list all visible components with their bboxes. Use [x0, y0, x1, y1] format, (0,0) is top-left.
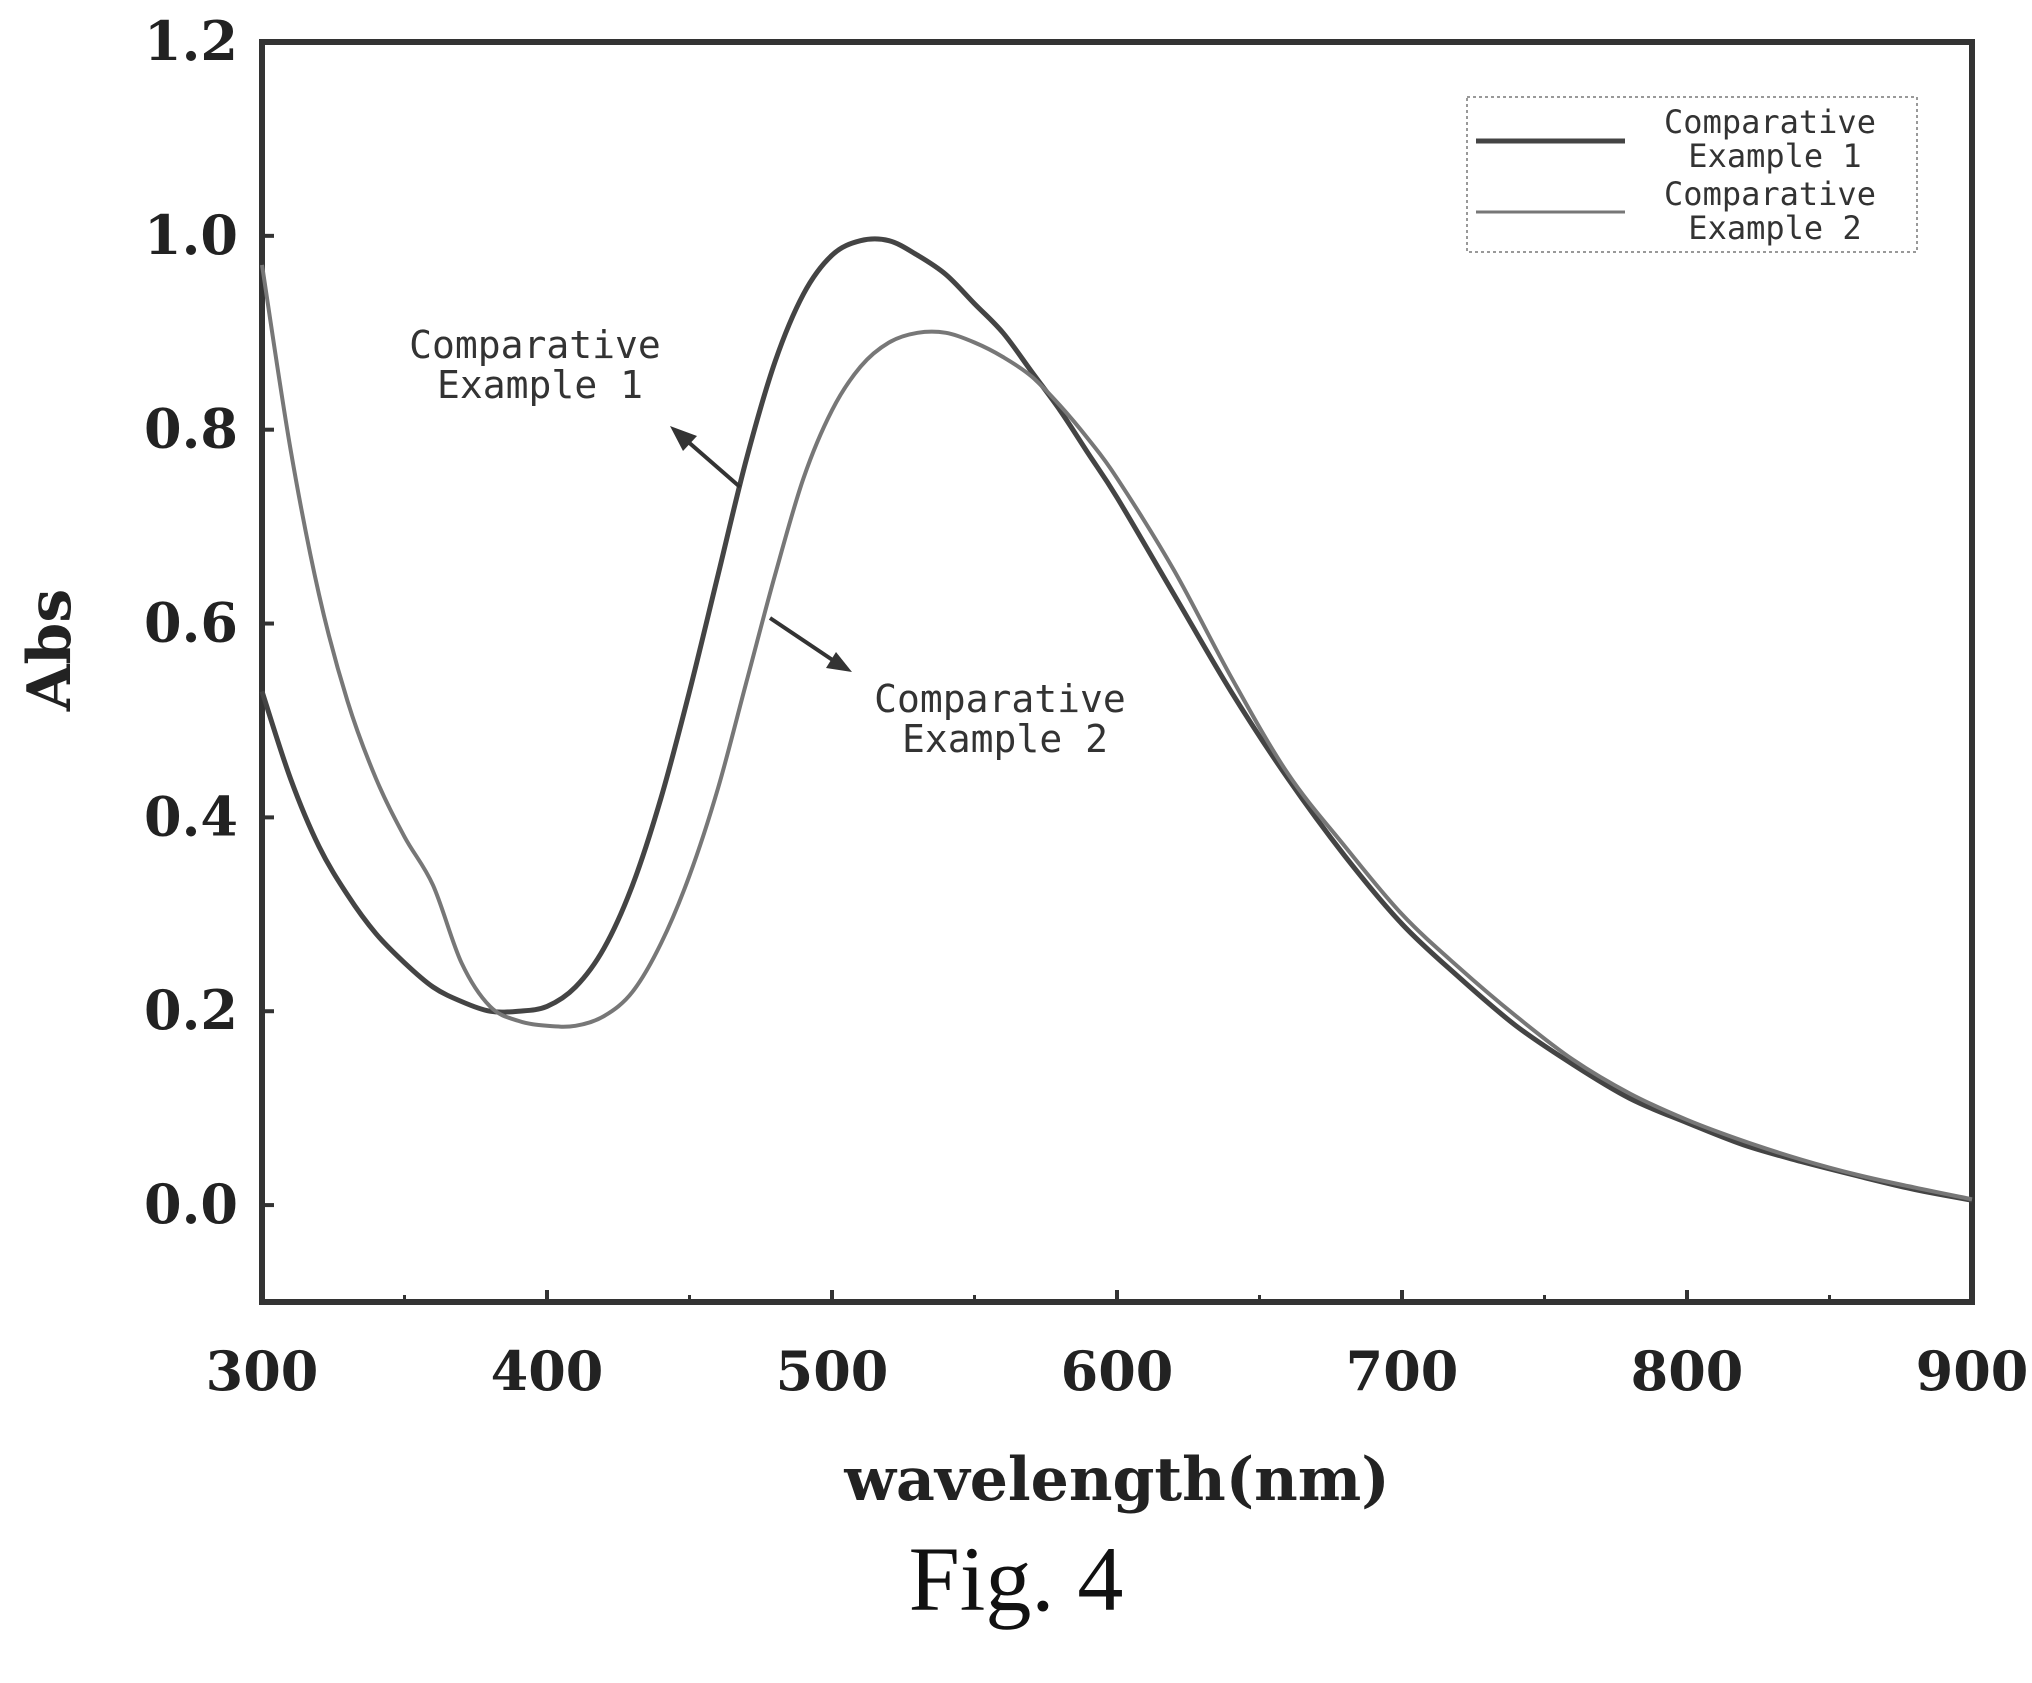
annotation-series-2-arrowhead	[826, 652, 852, 672]
annotation-series-1: Comparative Example 1	[409, 323, 742, 489]
figure-caption: Fig. 4	[909, 1528, 1124, 1630]
y-tick-label-4: 0.8	[144, 397, 238, 461]
y-tick-label-3: 0.6	[144, 591, 238, 655]
x-tick-label-6: 900	[1916, 1339, 2029, 1403]
y-axis-ticks: 0.0 0.2 0.4 0.6 0.8 1.0 1.2	[144, 9, 274, 1236]
y-tick-label-6: 1.2	[144, 9, 238, 73]
y-tick-label-2: 0.4	[144, 784, 238, 848]
legend-label-series-2-line1: Comparative	[1664, 175, 1876, 213]
y-tick-label-5: 1.0	[144, 203, 238, 267]
x-axis-ticks: 300 400 500 600 700 800 900	[206, 1290, 2029, 1403]
annotation-series-2-line1: Comparative	[874, 677, 1126, 721]
annotation-series-2-line2: Example 2	[902, 717, 1108, 761]
series-line-2	[260, 264, 1973, 1202]
x-tick-label-5: 800	[1631, 1339, 1744, 1403]
x-tick-label-4: 700	[1346, 1339, 1459, 1403]
annotation-series-1-line2: Example 1	[437, 363, 643, 407]
legend-label-series-2-line2: Example 2	[1688, 209, 1861, 247]
annotation-series-2: Comparative Example 2	[768, 616, 1126, 761]
legend-label-series-1-line2: Example 1	[1688, 137, 1861, 175]
series-line-1	[259, 236, 1973, 1203]
y-tick-label-1: 0.2	[144, 978, 238, 1042]
y-tick-label-0: 0.0	[144, 1172, 238, 1236]
x-tick-label-3: 600	[1061, 1339, 1174, 1403]
x-tick-label-2: 500	[776, 1339, 889, 1403]
series-group	[259, 236, 1973, 1203]
x-tick-label-0: 300	[206, 1339, 319, 1403]
x-axis-title: wavelength(nm)	[843, 1445, 1389, 1515]
annotation-series-1-line1: Comparative	[409, 323, 661, 367]
x-tick-label-1: 400	[491, 1339, 604, 1403]
legend: Comparative Example 1 Comparative Exampl…	[1466, 96, 1918, 253]
annotation-series-2-arrow	[768, 616, 842, 667]
annotation-series-1-arrowhead	[670, 426, 697, 451]
legend-label-series-1-line1: Comparative	[1664, 103, 1876, 141]
y-axis-title: Abs	[15, 589, 85, 712]
legend-box	[1466, 96, 1918, 253]
